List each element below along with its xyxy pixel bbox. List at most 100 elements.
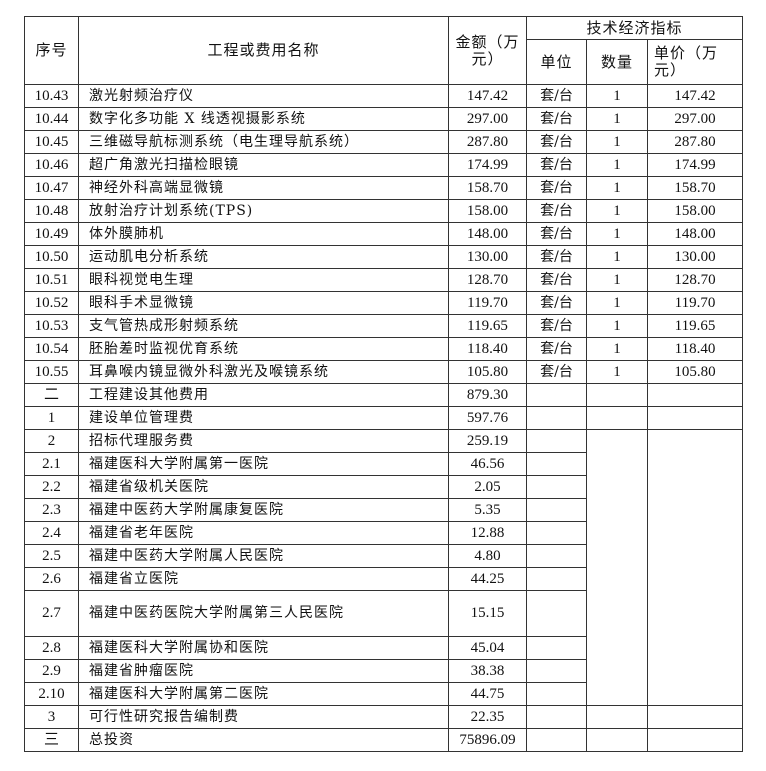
row-name: 超广角激光扫描检眼镜 <box>78 153 449 177</box>
row-price: 158.70 <box>647 176 743 200</box>
table-row: 10.43 激光射频治疗仪 147.42 套/台 1 147.42 <box>24 84 743 108</box>
row-amount: 297.00 <box>448 107 527 131</box>
table-row: 10.52 眼科手术显微镜 119.70 套/台 1 119.70 <box>24 291 743 315</box>
row-unit <box>526 475 587 499</box>
row-unit <box>526 521 587 545</box>
row-qty: 1 <box>586 199 648 223</box>
header-amount: 金额（万元） <box>448 16 527 85</box>
row-amount: 105.80 <box>448 360 527 384</box>
row-unit <box>526 544 587 568</box>
row-seq: 2.1 <box>24 452 79 476</box>
row-amount: 128.70 <box>448 268 527 292</box>
row-seq: 10.43 <box>24 84 79 108</box>
row-price: 148.00 <box>647 222 743 246</box>
row-seq: 3 <box>24 705 79 729</box>
row-price: 297.00 <box>647 107 743 131</box>
row-name: 福建中医药大学附属康复医院 <box>78 498 449 522</box>
row-qty: 1 <box>586 84 648 108</box>
row-seq: 二 <box>24 383 79 407</box>
row-name: 福建中医药医院大学附属第三人民医院 <box>78 590 449 637</box>
header-unit: 单位 <box>526 39 587 85</box>
row-amount: 15.15 <box>448 590 527 637</box>
row-amount: 174.99 <box>448 153 527 177</box>
row-name: 耳鼻喉内镜显微外科激光及喉镜系统 <box>78 360 449 384</box>
row-amount: 119.70 <box>448 291 527 315</box>
row-unit <box>526 590 587 637</box>
row-name: 运动肌电分析系统 <box>78 245 449 269</box>
row-name: 数字化多功能 X 线透视摄影系统 <box>78 107 449 131</box>
row-seq: 10.50 <box>24 245 79 269</box>
row-unit <box>526 498 587 522</box>
row-amount: 158.00 <box>448 199 527 223</box>
table-row: 3 可行性研究报告编制费 22.35 <box>24 705 743 729</box>
row-amount: 4.80 <box>448 544 527 568</box>
row-price: 119.70 <box>647 291 743 315</box>
row-seq: 2.7 <box>24 590 79 637</box>
row-qty <box>586 429 648 706</box>
row-qty: 1 <box>586 153 648 177</box>
row-name: 建设单位管理费 <box>78 406 449 430</box>
row-amount: 2.05 <box>448 475 527 499</box>
row-name: 福建医科大学附属第一医院 <box>78 452 449 476</box>
row-seq: 10.52 <box>24 291 79 315</box>
row-seq: 2.2 <box>24 475 79 499</box>
table-row: 三总投资 75896.09 <box>24 728 743 752</box>
row-unit <box>526 728 587 752</box>
row-name: 放射治疗计划系统(TPS) <box>78 199 449 223</box>
row-unit <box>526 567 587 591</box>
row-qty: 1 <box>586 337 648 361</box>
table-row: 10.55 耳鼻喉内镜显微外科激光及喉镜系统 105.80 套/台 1 105.80 <box>24 360 743 384</box>
row-seq: 10.45 <box>24 130 79 154</box>
row-name: 眼科视觉电生理 <box>78 268 449 292</box>
row-name: 支气管热成形射频系统 <box>78 314 449 338</box>
row-price: 174.99 <box>647 153 743 177</box>
row-price <box>647 429 743 706</box>
row-qty: 1 <box>586 268 648 292</box>
row-seq: 10.49 <box>24 222 79 246</box>
row-price <box>647 383 743 407</box>
row-price <box>647 406 743 430</box>
row-amount: 44.75 <box>448 682 527 706</box>
row-qty <box>586 705 648 729</box>
table-row: 10.45 三维磁导航标测系统（电生理导航系统） 287.80 套/台 1 287.80 <box>24 130 743 154</box>
table-row: 10.48 放射治疗计划系统(TPS) 158.00 套/台 1 158.00 <box>24 199 743 223</box>
row-unit <box>526 406 587 430</box>
row-amount: 148.00 <box>448 222 527 246</box>
row-price: 130.00 <box>647 245 743 269</box>
row-amount: 5.35 <box>448 498 527 522</box>
row-seq: 10.54 <box>24 337 79 361</box>
row-amount: 259.19 <box>448 429 527 453</box>
row-price <box>647 705 743 729</box>
row-name: 福建医科大学附属第二医院 <box>78 682 449 706</box>
row-unit: 套/台 <box>526 245 587 269</box>
row-seq: 三 <box>24 728 79 752</box>
row-qty: 1 <box>586 130 648 154</box>
table-row: 2 招标代理服务费 259.19 <box>24 429 743 706</box>
table-row: 二工程建设其他费用 879.30 <box>24 383 743 407</box>
table-row: 2.3 福建中医药大学附属康复医院 5.35 <box>24 498 743 522</box>
header-seq: 序号 <box>24 16 79 85</box>
row-name: 三维磁导航标测系统（电生理导航系统） <box>78 130 449 154</box>
row-name: 福建省立医院 <box>78 567 449 591</box>
row-unit <box>526 636 587 660</box>
row-name: 工程建设其他费用 <box>78 383 449 407</box>
row-unit: 套/台 <box>526 130 587 154</box>
row-seq: 2 <box>24 429 79 453</box>
row-unit: 套/台 <box>526 360 587 384</box>
row-price: 128.70 <box>647 268 743 292</box>
row-unit: 套/台 <box>526 153 587 177</box>
row-name: 总投资 <box>78 728 449 752</box>
row-unit <box>526 452 587 476</box>
row-amount: 158.70 <box>448 176 527 200</box>
row-name: 福建中医药大学附属人民医院 <box>78 544 449 568</box>
row-seq: 10.47 <box>24 176 79 200</box>
table-row: 2.4 福建省老年医院 12.88 <box>24 521 743 545</box>
row-qty: 1 <box>586 360 648 384</box>
row-unit: 套/台 <box>526 337 587 361</box>
row-seq: 10.44 <box>24 107 79 131</box>
row-seq: 10.51 <box>24 268 79 292</box>
header-tech: 技术经济指标 <box>526 16 743 40</box>
row-unit <box>526 682 587 706</box>
row-qty <box>586 383 648 407</box>
row-name: 胚胎差时监视优育系统 <box>78 337 449 361</box>
